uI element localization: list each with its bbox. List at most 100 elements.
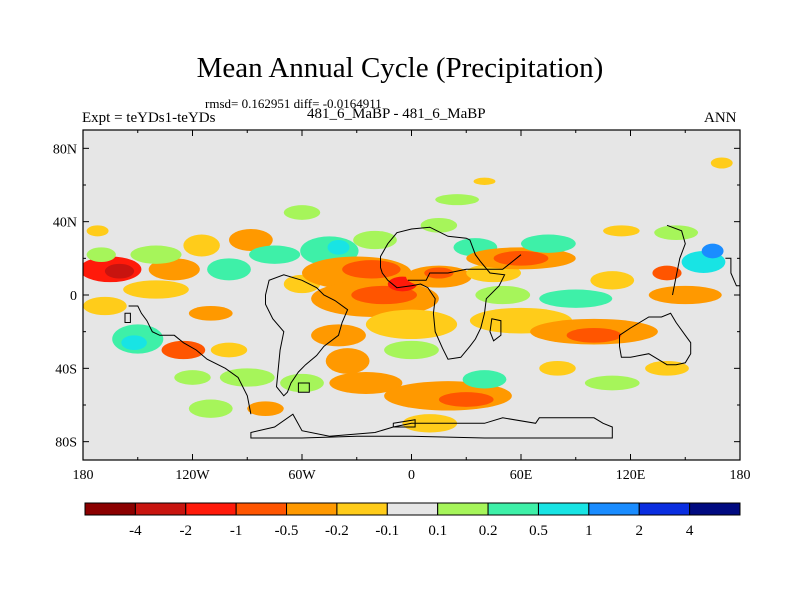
anomaly-region-62 (584, 375, 640, 391)
anomaly-region-53 (648, 285, 722, 305)
coastline-australia (619, 312, 692, 366)
anomaly-region-52 (590, 271, 635, 290)
case-label: 481_6_MaBP - 481_6_MaBP (307, 106, 486, 122)
stats-subtitle: rmsd= 0.162951 diff= -0.0164911 (205, 96, 382, 111)
x-tick-label: 0 (408, 468, 415, 483)
anomaly-region-57 (654, 225, 699, 241)
x-tick-label: 180 (730, 468, 751, 483)
anomaly-region-36 (438, 392, 494, 407)
coastline-antarctica (250, 413, 613, 439)
colorbar-label: 4 (686, 523, 694, 539)
colorbar-label: -0.5 (275, 523, 299, 539)
anomaly-region-17 (327, 240, 350, 255)
coastline-africa (380, 226, 506, 360)
coastline-madagascar (489, 318, 502, 342)
experiment-label: Expt = teYDs1-teYDs (82, 110, 216, 126)
colorbar-label: 0.5 (529, 523, 548, 539)
anomaly-region-20 (342, 260, 401, 279)
anomaly-region-29 (219, 368, 275, 387)
anomaly-region-66 (188, 306, 233, 321)
coastline-pacific-east (725, 257, 740, 287)
anomaly-region-11 (207, 258, 251, 281)
anomaly-region-32 (188, 399, 233, 418)
anomaly-region-42 (420, 218, 458, 233)
anomaly-region-33 (247, 401, 284, 416)
y-tick-label: 40S (55, 362, 77, 377)
anomaly-region-6 (121, 335, 147, 350)
anomaly-region-12 (229, 229, 273, 251)
coastline-south-america (265, 274, 349, 397)
colorbar-box-9 (537, 502, 590, 516)
anomaly-region-18 (353, 230, 397, 250)
anomaly-region-13 (249, 245, 301, 264)
anomaly-region-9 (130, 245, 182, 264)
anomaly-region-2 (148, 258, 200, 281)
colorbar-box-10 (588, 502, 640, 516)
anomaly-region-27 (329, 372, 403, 394)
anomaly-region-3 (123, 280, 189, 299)
colorbar-box-11 (638, 502, 691, 516)
colorbar-box-8 (487, 502, 539, 516)
x-tick-label: 120E (616, 468, 646, 483)
anomaly-region-64 (539, 361, 576, 376)
chart-title: Mean Annual Cycle (Precipitation) (196, 52, 604, 84)
data-layer (83, 157, 733, 433)
colorbar-label: -2 (180, 523, 193, 539)
colorbar-box-4 (286, 502, 338, 516)
coastline-hawaii (124, 312, 131, 323)
coastline-indochina-arabia (407, 254, 522, 281)
colorbar-label: 2 (635, 523, 643, 539)
colorbar-label: 0.1 (428, 523, 447, 539)
colorbar-box-3 (235, 502, 288, 516)
x-tick-label: 60E (510, 468, 533, 483)
y-tick-label: 0 (70, 289, 77, 304)
coastline-layer (124, 224, 740, 439)
anomaly-region-31 (174, 370, 211, 385)
colorbar-box-5 (336, 502, 388, 516)
colorbar-box-0 (84, 502, 136, 516)
period-label: ANN (704, 110, 737, 126)
anomaly-region-51 (539, 289, 613, 308)
anomaly-region-8 (86, 247, 116, 262)
coastline-mexico (128, 305, 252, 415)
anomaly-region-59 (710, 157, 733, 169)
colorbar-label: 0.2 (479, 523, 498, 539)
anomaly-region-46 (521, 234, 576, 253)
colorbar-label: -0.1 (375, 523, 399, 539)
anomaly-region-7 (161, 340, 206, 360)
anomaly-region-58 (603, 225, 640, 237)
coastline-japan-asia (666, 224, 686, 296)
coastline-antarctic-isl (392, 419, 416, 428)
x-tick-label: 120W (175, 468, 210, 483)
colorbar-box-12 (689, 502, 741, 516)
anomaly-region-50 (566, 328, 622, 343)
anomaly-region-26 (325, 348, 370, 374)
colorbar-label: 1 (585, 523, 593, 539)
anomaly-region-55 (701, 243, 724, 259)
anomaly-region-37 (462, 370, 507, 389)
colorbar-box-1 (134, 502, 187, 516)
anomaly-region-15 (283, 205, 321, 220)
anomaly-region-30 (210, 342, 248, 358)
anomaly-region-47 (475, 285, 531, 305)
y-tick-label: 80S (55, 436, 77, 451)
anomaly-region-24 (365, 309, 458, 340)
colorbar-box-7 (437, 502, 489, 516)
coastline-caribbean (297, 382, 310, 393)
anomaly-region-10 (183, 234, 220, 257)
anomaly-region-56 (652, 265, 682, 281)
x-tick-label: 60W (288, 468, 316, 483)
anomaly-region-4 (83, 296, 127, 316)
anomaly-region-1 (104, 263, 135, 279)
anomaly-region-45 (493, 251, 549, 266)
colorbar-label: -0.2 (325, 523, 349, 539)
colorbar-label: -1 (230, 523, 243, 539)
y-tick-label: 40N (53, 216, 77, 231)
colorbar-label: -4 (129, 523, 142, 539)
x-tick-label: 180 (73, 468, 94, 483)
anomaly-region-61 (435, 194, 480, 206)
anomaly-region-34 (384, 340, 439, 360)
y-tick-label: 80N (53, 142, 77, 157)
anomaly-region-60 (473, 177, 496, 185)
